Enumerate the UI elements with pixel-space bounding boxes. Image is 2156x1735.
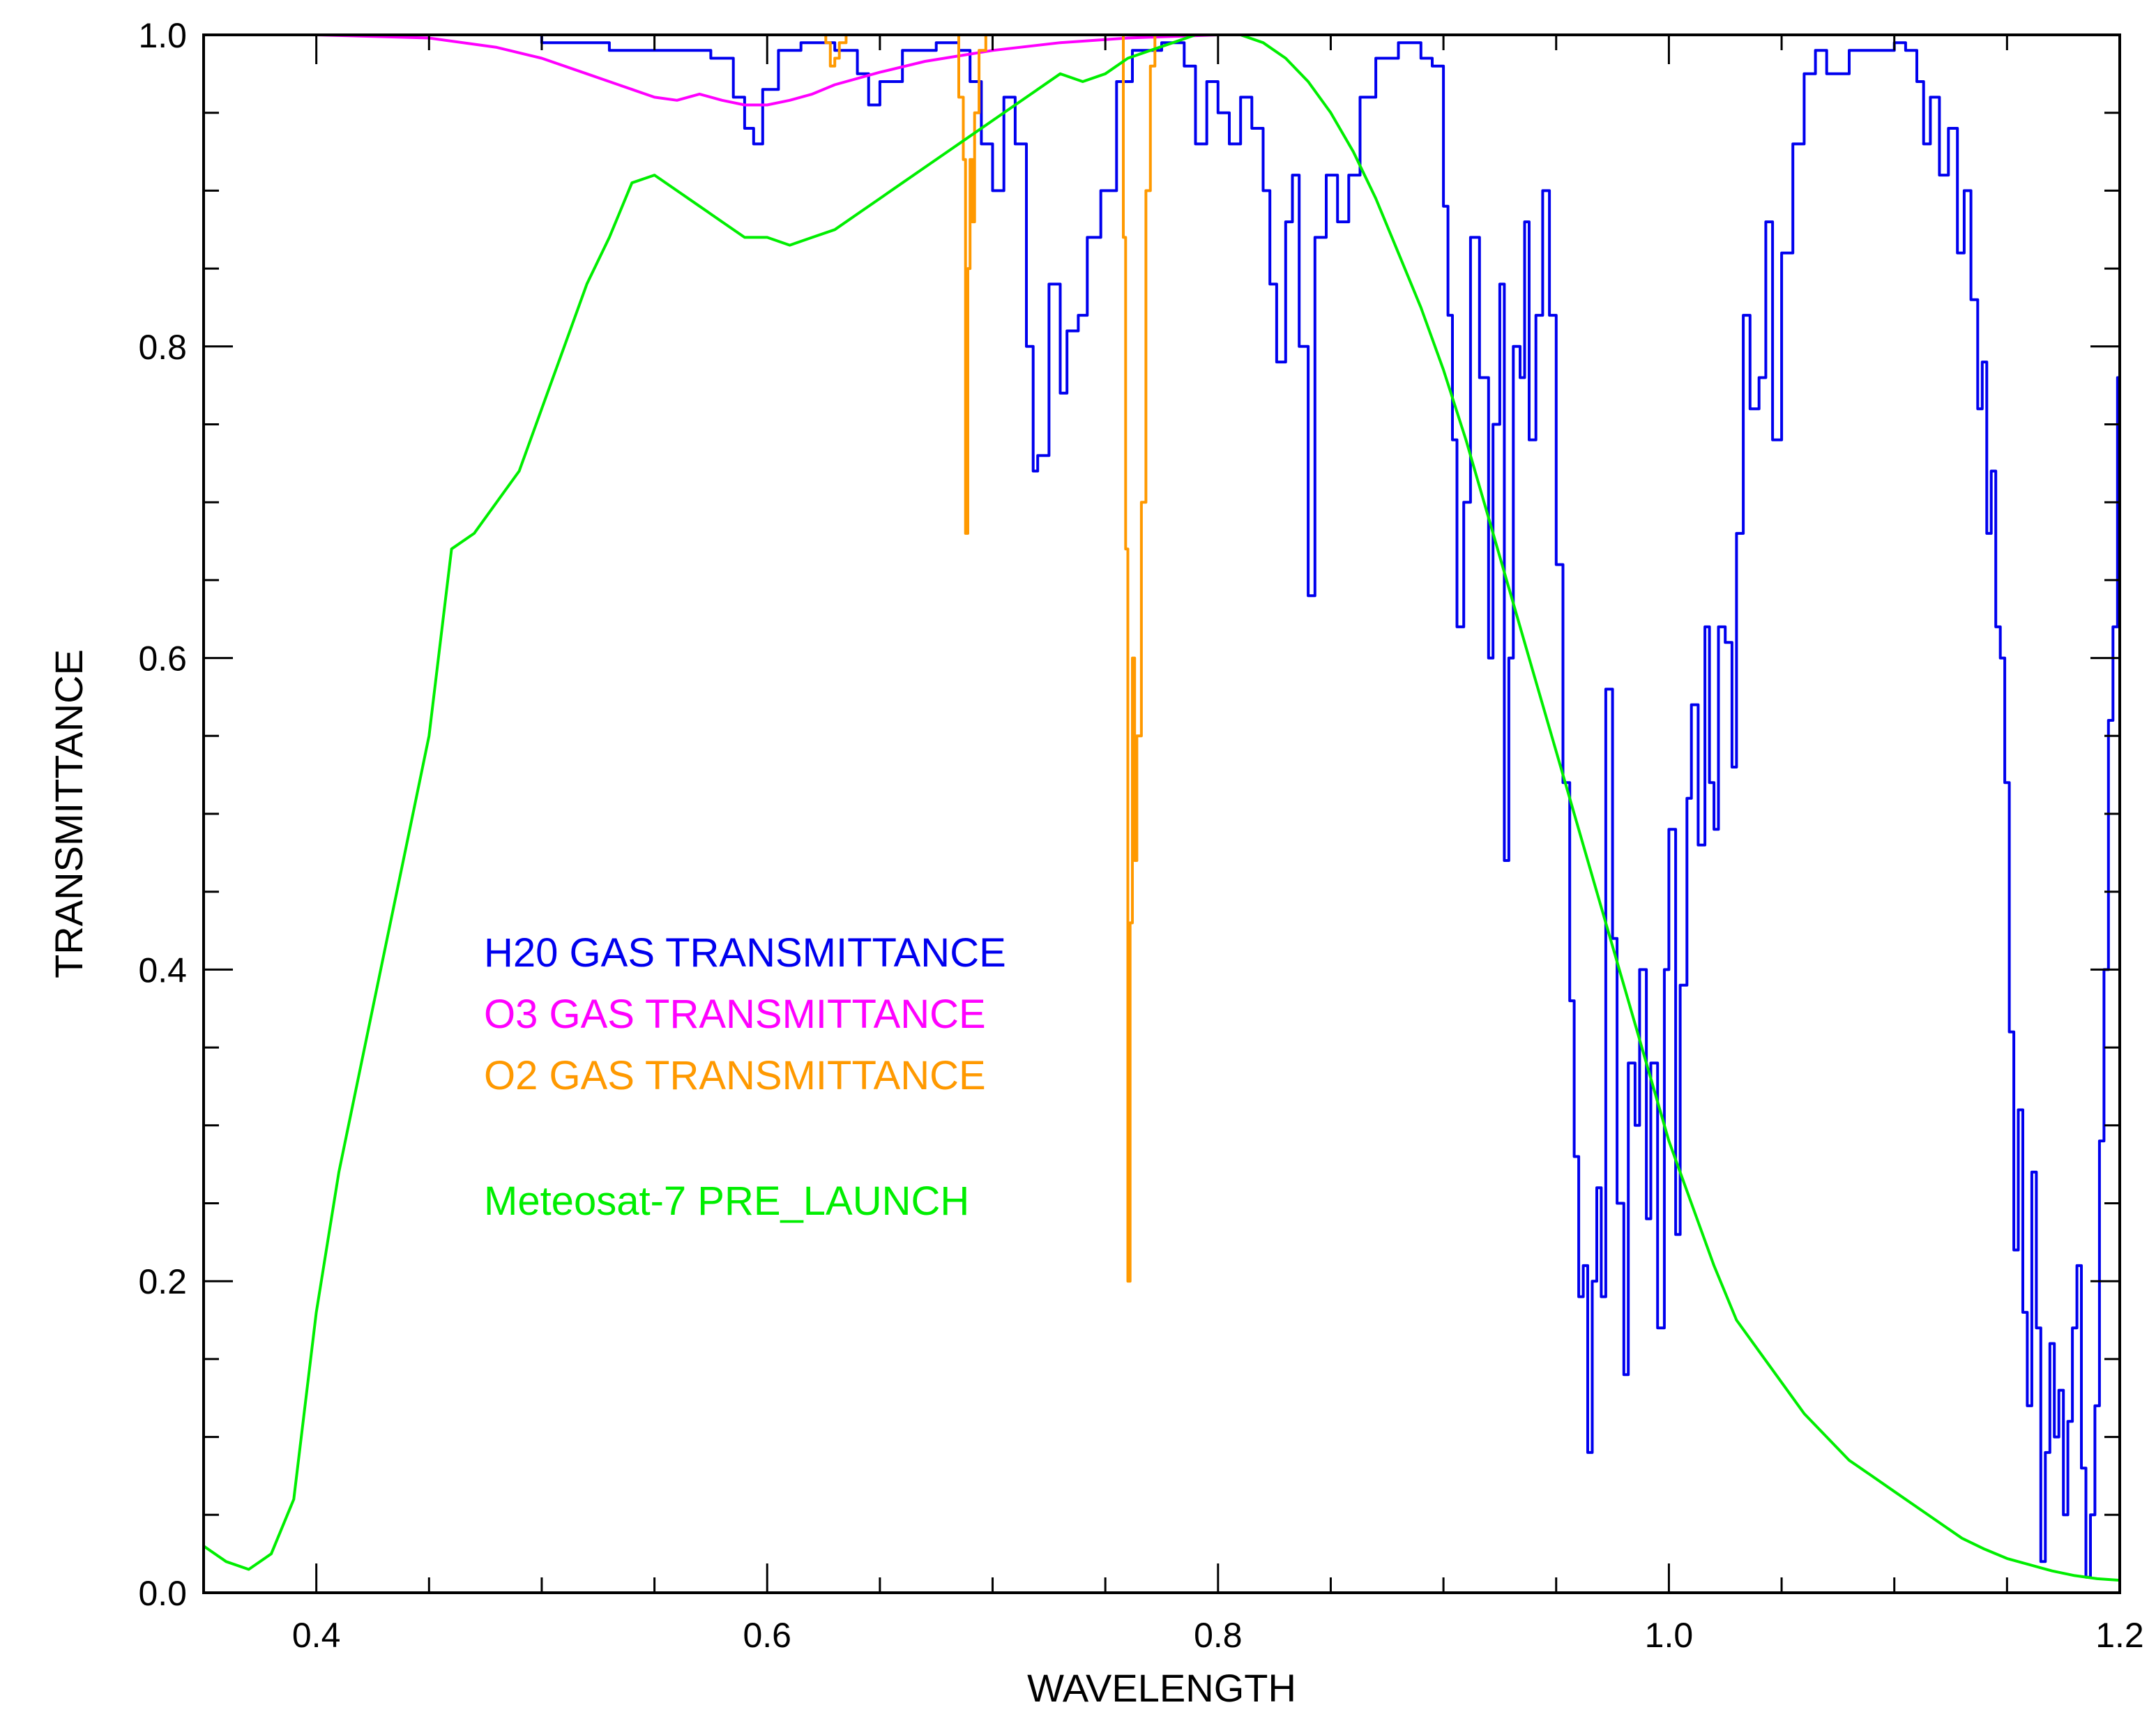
axis-ticks	[202, 33, 2121, 1594]
x-tick-label: 1.2	[2095, 1616, 2144, 1655]
legend-entry-meteosat: Meteosat-7 PRE_LAUNCH	[484, 1179, 969, 1224]
tick-labels: 0.4 0.6 0.8 1.0 1.2 0.0 0.2 0.4 0.6 0.8 1.0	[138, 16, 2143, 1655]
plot-lines	[202, 33, 2121, 1582]
y-tick-label: 0.8	[138, 328, 187, 367]
y-tick-label: 0.6	[138, 639, 187, 679]
o3-series-line	[204, 33, 2120, 107]
legend-entry-o2: O2 GAS TRANSMITTANCE	[484, 1053, 986, 1098]
y-axis-title: TRANSMITTANCE	[47, 649, 91, 978]
y-tick-label: 0.4	[138, 950, 187, 990]
x-tick-label: 0.6	[743, 1616, 791, 1655]
x-tick-label: 0.8	[1194, 1616, 1243, 1655]
x-tick-label: 0.4	[292, 1616, 341, 1655]
x-axis-title: WAVELENGTH	[1027, 1666, 1296, 1710]
y-tick-label: 0.0	[138, 1574, 187, 1613]
o2-series-line	[812, 33, 1849, 1283]
meteosat-series-line	[202, 33, 2120, 1582]
h2o-series-line	[204, 33, 2121, 1579]
legend-entry-o3: O3 GAS TRANSMITTANCE	[484, 992, 986, 1037]
y-tick-label: 1.0	[138, 16, 187, 55]
x-tick-label: 1.0	[1645, 1616, 1694, 1655]
legend-entry-h2o: H20 GAS TRANSMITTANCE	[484, 930, 1006, 976]
legend: H20 GAS TRANSMITTANCE O3 GAS TRANSMITTAN…	[484, 930, 1006, 1224]
y-tick-label: 0.2	[138, 1262, 187, 1301]
